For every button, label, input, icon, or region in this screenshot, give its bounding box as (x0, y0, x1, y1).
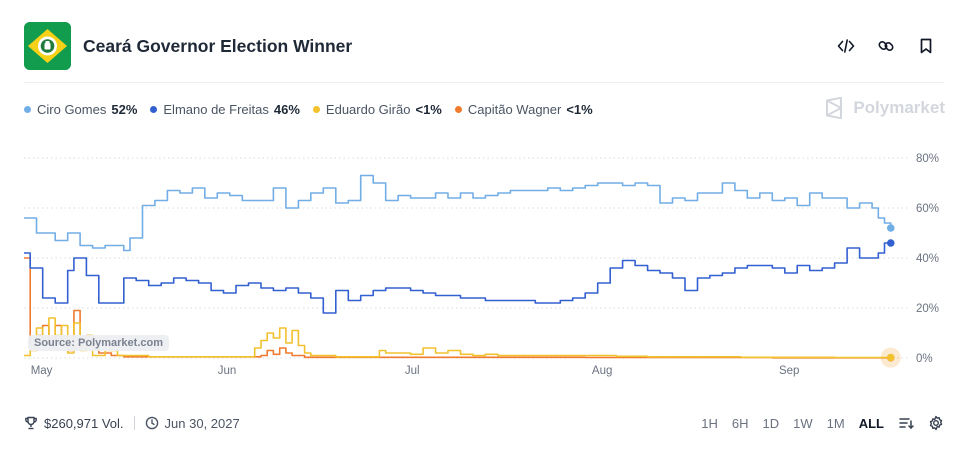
legend-name: Capitão Wagner (467, 101, 562, 117)
end-point-ciro-gomes[interactable] (886, 224, 895, 232)
legend-dot (150, 105, 158, 113)
range-1d-button[interactable]: 1D (762, 415, 780, 431)
legend-name: Eduardo Girão (325, 101, 411, 117)
ceara-flag-icon (24, 22, 71, 70)
legend-name: Ciro Gomes (37, 101, 107, 117)
sort-filter-button[interactable] (898, 415, 914, 431)
polymarket-logo-icon (826, 97, 843, 119)
x-tick-label: Jul (405, 365, 420, 377)
y-tick-label: 80% (916, 153, 939, 165)
range-1h-button[interactable]: 1H (701, 415, 718, 431)
copy-link-button[interactable] (876, 36, 896, 56)
market-footer: $260,971 Vol. Jun 30, 2027 1H 6H 1D 1W 1… (24, 412, 944, 434)
y-tick-label: 40% (916, 253, 939, 265)
legend-dot (312, 105, 320, 113)
legend-pct: 52% (111, 101, 138, 117)
legend-dot (24, 105, 31, 113)
x-tick-label: May (31, 365, 53, 377)
legend-item-elmano-de-freitas[interactable]: Elmano de Freitas 46% (150, 102, 300, 117)
footer-separator (133, 416, 135, 430)
polymarket-watermark: Polymarket (823, 97, 945, 119)
market-header: Ceará Governor Election Winner (24, 22, 944, 72)
legend-name: Elmano de Freitas (163, 101, 269, 117)
range-1w-button[interactable]: 1W (793, 415, 813, 431)
header-actions (836, 36, 936, 56)
series-line-ciro-gomes[interactable] (24, 174, 892, 252)
legend-pct: <1% (415, 101, 442, 117)
end-date: Jun 30, 2027 (145, 416, 240, 431)
range-6h-button[interactable]: 6H (731, 415, 749, 431)
y-tick-label: 0% (916, 353, 933, 365)
x-tick-label: Sep (779, 365, 799, 377)
embed-code-button[interactable] (836, 36, 856, 56)
clock-icon (145, 416, 158, 430)
page-title: Ceará Governor Election Winner (83, 36, 353, 56)
time-range-selector: 1H 6H 1D 1W 1M ALL (687, 415, 944, 431)
trophy-icon (25, 416, 37, 430)
x-tick-label: Jun (218, 365, 237, 377)
series-line-elmano-de-freitas[interactable] (24, 242, 891, 314)
legend-dot (454, 105, 462, 113)
price-chart[interactable]: 80% 60% 40% 20% 0% May Jun Jul Aug Sep (0, 140, 961, 390)
embed-code-icon (837, 39, 855, 53)
legend-pct: 46% (273, 101, 300, 117)
brand-name: Polymarket (853, 98, 945, 117)
sort-lines-icon (899, 418, 914, 430)
volume-stat: $260,971 Vol. (24, 416, 124, 431)
header-divider (24, 82, 944, 83)
bookmark-icon (920, 38, 932, 54)
link-icon (878, 40, 894, 52)
chart-legend: Ciro Gomes 52% Elmano de Freitas 46% Edu… (24, 100, 606, 118)
end-point-elmano-de-freitas[interactable] (886, 239, 895, 247)
legend-pct: <1% (566, 101, 593, 117)
y-tick-label: 20% (916, 303, 939, 315)
end-date-value: Jun 30, 2027 (164, 415, 240, 431)
y-tick-label: 60% (916, 203, 939, 215)
legend-item-ciro-gomes[interactable]: Ciro Gomes 52% (24, 102, 137, 117)
bookmark-button[interactable] (916, 36, 936, 56)
x-tick-label: Aug (592, 365, 612, 377)
end-point-eduardo-girao[interactable] (886, 353, 895, 362)
legend-item-eduardo-girao[interactable]: Eduardo Girão <1% (312, 101, 442, 117)
source-badge: Source: Polymarket.com (28, 335, 169, 351)
range-all-button[interactable]: ALL (858, 415, 884, 431)
volume-value: $260,971 Vol. (44, 415, 124, 431)
settings-button[interactable] (928, 415, 944, 431)
range-1m-button[interactable]: 1M (826, 415, 845, 431)
gear-icon (929, 415, 943, 431)
legend-item-capitao-wagner[interactable]: Capitão Wagner <1% (454, 101, 593, 117)
